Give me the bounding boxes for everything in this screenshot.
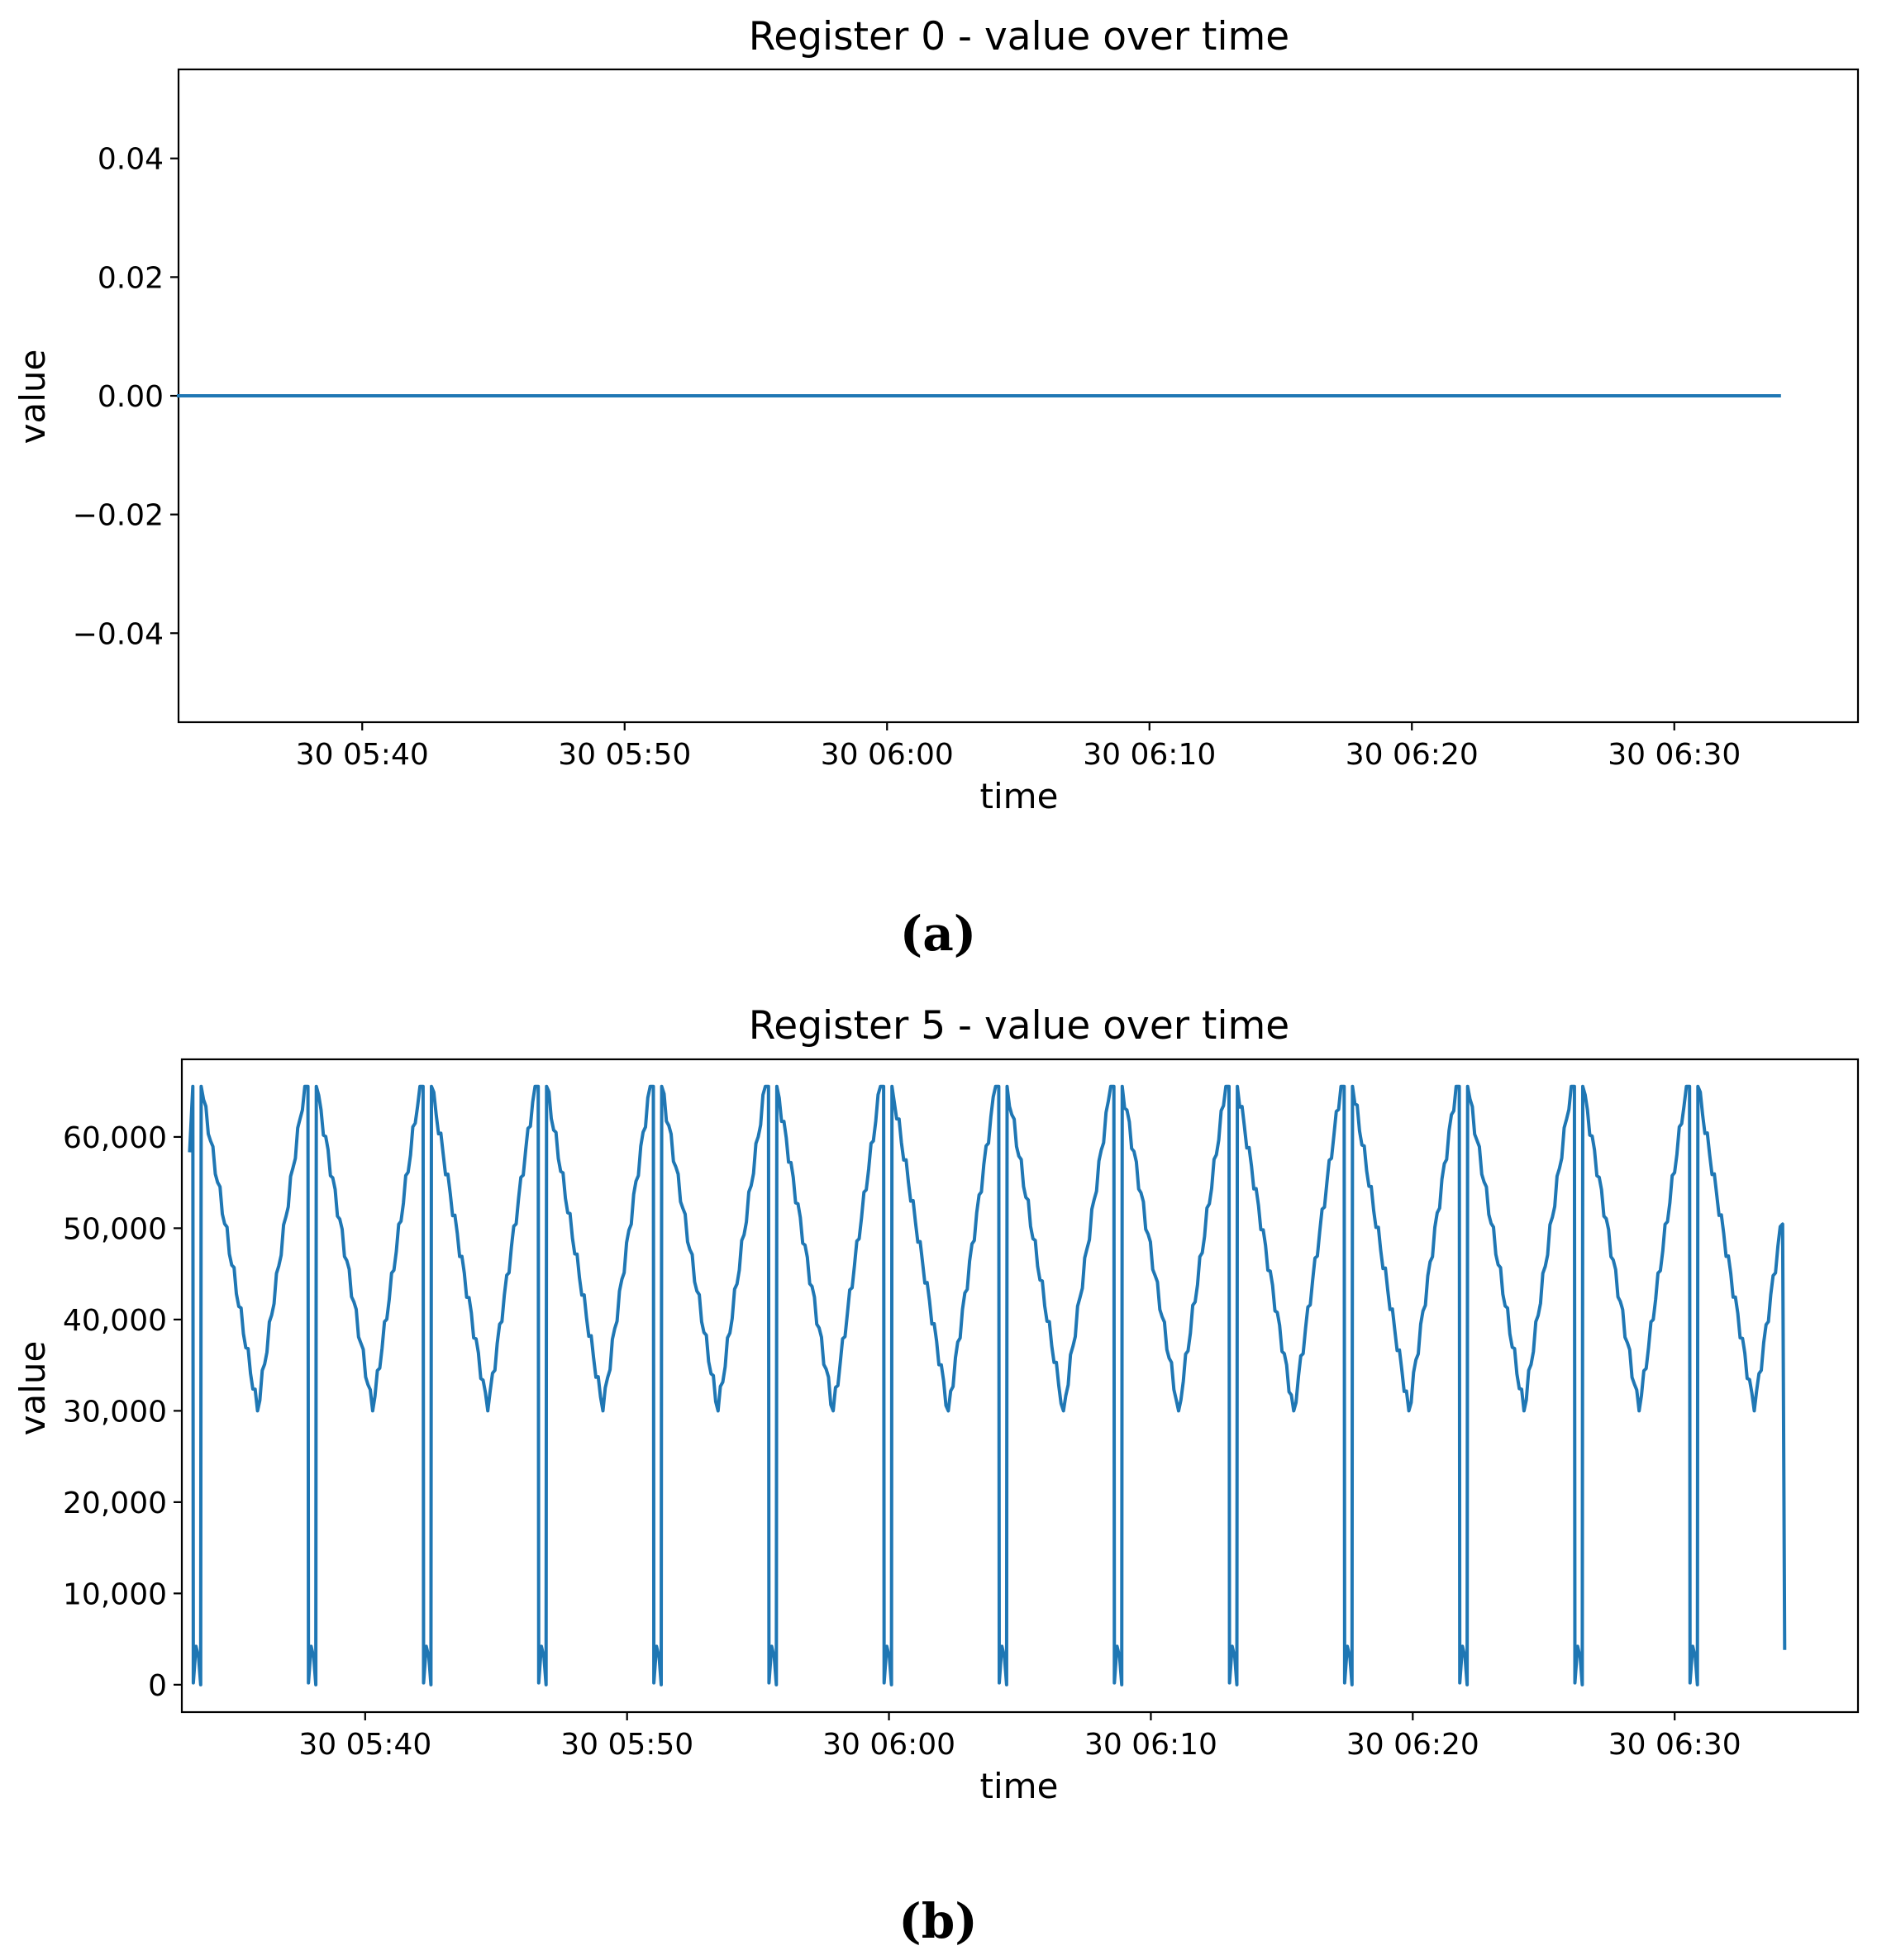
x-tick-label: 30 05:40 <box>298 1728 431 1762</box>
chart-title-a: Register 0 - value over time <box>749 14 1289 59</box>
x-tick-label: 30 06:10 <box>1084 1728 1217 1762</box>
x-tick-label: 30 06:20 <box>1346 738 1479 772</box>
x-tick-label: 30 06:20 <box>1346 1728 1479 1762</box>
x-axis-b: 30 05:40 30 05:50 30 06:00 30 06:10 30 06:20… <box>298 1712 1741 1762</box>
x-tick-label: 30 06:30 <box>1608 738 1741 772</box>
plot-area-b <box>180 1058 1860 1714</box>
y-tick-label: 30,000 <box>63 1395 167 1429</box>
panel-label-a: (a) <box>900 906 976 962</box>
y-tick-label: −0.04 <box>73 617 164 651</box>
y-tick-label: 50,000 <box>63 1212 167 1246</box>
y-tick-label: 60,000 <box>63 1121 167 1155</box>
x-tick-label: 30 06:10 <box>1083 738 1216 772</box>
y-tick-label: 0.04 <box>98 143 164 177</box>
x-tick-label: 30 06:30 <box>1608 1728 1741 1762</box>
y-axis-label-a: value <box>12 350 53 445</box>
x-axis-a: 30 05:40 30 05:50 30 06:00 30 06:10 30 06:20… <box>296 722 1741 772</box>
y-tick-label: 0.02 <box>98 261 164 295</box>
y-tick-label: 0 <box>148 1669 167 1703</box>
chart-panel-a: Register 0 - value over time 0.040.020.0… <box>12 14 1860 962</box>
x-tick-label: 30 06:00 <box>821 738 954 772</box>
chart-panel-b: Register 5 - value over time 60,000 50,00… <box>12 1003 1860 1949</box>
y-axis-b: 60,000 50,000 40,000 30,000 20,000 10,000 0 <box>63 1121 182 1703</box>
y-axis-a: 0.04 0.02 0.00 −0.02 −0.04 <box>73 143 179 651</box>
y-tick-label: 10,000 <box>63 1577 167 1611</box>
series-line-register-5 <box>188 1084 1787 1686</box>
x-tick-label: 30 05:40 <box>296 738 429 772</box>
x-axis-label-b: time <box>980 1766 1059 1806</box>
y-tick-label: 0.00 <box>98 380 164 414</box>
x-axis-label-a: time <box>980 776 1059 816</box>
x-tick-label: 30 06:00 <box>822 1728 955 1762</box>
chart-title-b: Register 5 - value over time <box>749 1003 1289 1049</box>
y-tick-label: −0.02 <box>73 499 164 533</box>
panel-label-b: (b) <box>898 1893 977 1949</box>
x-tick-label: 30 05:50 <box>558 738 691 772</box>
y-tick-label: 40,000 <box>63 1304 167 1338</box>
y-tick-label: 20,000 <box>63 1487 167 1520</box>
x-tick-label: 30 05:50 <box>560 1728 693 1762</box>
y-axis-label-b: value <box>12 1341 53 1436</box>
